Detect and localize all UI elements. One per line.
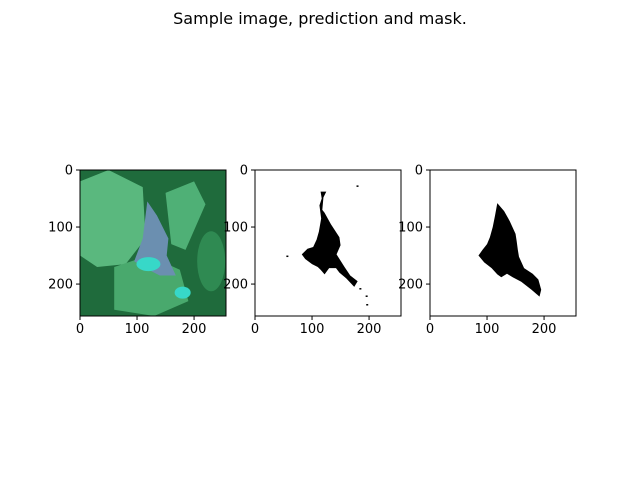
- y-tick-label: 100: [48, 221, 73, 236]
- leaf-shadow: [197, 231, 226, 292]
- axes-mask: 0 100 200 0 100 200: [398, 164, 577, 337]
- prediction-speck: [365, 295, 368, 297]
- y-tick-label: 100: [398, 221, 423, 236]
- y-tick-label: 0: [240, 164, 248, 179]
- axes-frame: [254, 169, 402, 317]
- x-tick-label: 0: [76, 322, 84, 337]
- x-tick-label: 100: [475, 322, 500, 337]
- cyan-spot-2: [174, 286, 191, 299]
- axes-frame: [79, 169, 227, 317]
- x-tick-label: 200: [357, 322, 382, 337]
- x-tick-label: 0: [251, 322, 259, 337]
- cyan-spot: [136, 257, 161, 272]
- axes-prediction: 0 100 200 0 100 200: [223, 164, 402, 337]
- x-tick-label: 100: [125, 322, 150, 337]
- figure-title: Sample image, prediction and mask.: [173, 9, 467, 28]
- y-tick-label: 0: [415, 164, 423, 179]
- y-tick-label: 100: [223, 221, 248, 236]
- y-tick-label: 200: [398, 278, 423, 293]
- image-prediction: [255, 170, 401, 316]
- image-mask: [430, 170, 576, 316]
- axes-sample-image: 0 100 200 0 100 200: [48, 164, 227, 337]
- y-tick-label: 200: [223, 278, 248, 293]
- x-tick-label: 200: [532, 322, 557, 337]
- x-tick-label: 200: [182, 322, 207, 337]
- x-tick-label: 0: [426, 322, 434, 337]
- lesion-area: [134, 201, 176, 276]
- right-leaf: [165, 181, 206, 250]
- panels: 0 100 200 0 100 200 0 100 200 0 100 200 0 100 200 0 100 2…: [48, 164, 577, 337]
- y-tick-label: 0: [65, 164, 73, 179]
- prediction-shape: [301, 191, 358, 287]
- y-tick-label: 200: [48, 278, 73, 293]
- x-tick-label: 100: [300, 322, 325, 337]
- image-sample-image: [80, 170, 226, 316]
- left-leaf: [80, 170, 146, 267]
- axes-frame: [429, 169, 577, 317]
- mask-shape: [478, 203, 542, 297]
- prediction-speck: [359, 288, 362, 290]
- prediction-speck: [356, 185, 359, 187]
- prediction-speck: [366, 304, 369, 306]
- prediction-speck: [286, 255, 289, 258]
